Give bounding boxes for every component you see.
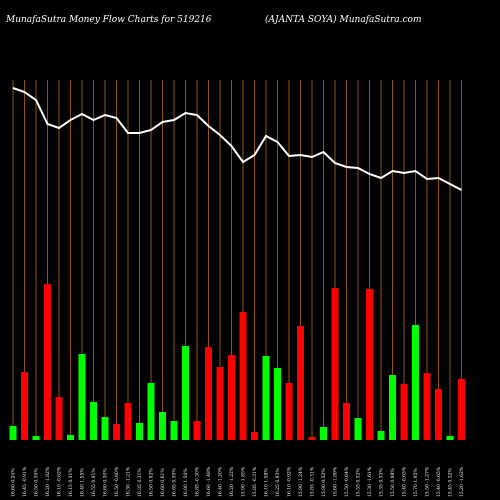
x-tick-label: 16.40 -1.20% <box>218 466 224 497</box>
bar <box>331 288 339 440</box>
bar <box>205 347 212 440</box>
bar <box>354 418 362 440</box>
x-tick-label: 16.20 -1.22% <box>229 466 235 497</box>
bar <box>90 402 97 440</box>
x-tick-label: 16.20 -1.82% <box>45 466 51 497</box>
bar <box>343 403 350 440</box>
x-tick-label: 16.85 -0.30% <box>195 466 201 497</box>
x-labels: 16.60 0.24% 16.45 -0.91% 16.50 0.30% 16.20 … <box>11 466 466 497</box>
x-tick-label: 16.10 -0.62% <box>57 466 63 497</box>
x-tick-label: 15.30 -1.61% <box>367 466 373 497</box>
bar <box>297 326 304 440</box>
x-tick-label: 16.10 1.58% <box>264 468 270 497</box>
bar <box>251 432 258 440</box>
bar <box>147 383 155 440</box>
bar <box>446 436 454 440</box>
bar <box>412 325 419 440</box>
bar <box>400 384 408 440</box>
x-tick-label: 15.85 -0.31% <box>252 466 258 497</box>
x-tick-label: 15.45 0.32% <box>448 468 454 497</box>
x-tick-label: 16.50 0.30% <box>34 468 40 497</box>
bar <box>262 356 270 440</box>
x-tick-label: 15.50 -0.64% <box>344 466 350 497</box>
x-tick-label: 15.55 0.32% <box>356 468 362 497</box>
bar <box>285 383 293 440</box>
bar <box>239 312 247 440</box>
x-tick-label: 15.90 -1.85% <box>241 466 247 497</box>
bars <box>9 284 465 440</box>
x-tick-label: 16.55 0.91% <box>91 468 97 497</box>
bar <box>320 427 327 440</box>
bar <box>435 389 442 440</box>
x-tick-label: 15.85 -0.31% <box>310 466 316 497</box>
chart-title: MunafaSutra Money Flow Charts for 519216 <box>5 15 212 25</box>
bar <box>193 421 201 440</box>
bar <box>228 355 235 440</box>
bar <box>170 421 178 440</box>
bar <box>458 379 465 440</box>
x-tick-label: 15.60 -1.89% <box>333 466 339 497</box>
bar <box>366 289 373 440</box>
x-tick-label: 16.25 0.93% <box>275 468 281 497</box>
bar <box>9 426 17 440</box>
x-tick-label: 16.35 0.31% <box>137 468 143 497</box>
bar <box>136 423 143 440</box>
bar <box>67 435 74 440</box>
x-tick-label: 15.40 -0.65% <box>436 466 442 497</box>
x-tick-label: 16.40 1.55% <box>80 468 86 497</box>
bar <box>32 436 40 440</box>
bar <box>159 412 166 440</box>
x-tick-label: 16.50 0.92% <box>149 468 155 497</box>
x-tick-label: 15.20 -1.62% <box>459 466 465 497</box>
bar <box>55 397 63 440</box>
x-tick-label: 15.90 -1.24% <box>298 466 304 497</box>
x-tick-label: 15.70 1.95% <box>413 468 419 497</box>
x-tick-label: 16.15 0.31% <box>68 468 74 497</box>
bar <box>216 367 224 440</box>
bar <box>78 354 86 440</box>
money-flow-line <box>12 87 462 191</box>
x-tick-label: 16.60 0.61% <box>160 468 166 497</box>
x-tick-label: 16.50 -0.60% <box>114 466 120 497</box>
bar <box>423 373 431 440</box>
bar <box>124 403 132 440</box>
bar <box>101 417 109 440</box>
bar <box>113 424 120 440</box>
x-tick-label: 16.45 -0.91% <box>22 466 28 497</box>
x-tick-label: 16.65 0.30% <box>172 468 178 497</box>
x-tick-label: 16.30 -1.21% <box>126 466 132 497</box>
bar <box>308 437 316 440</box>
x-tick-label: 15.50 -1.27% <box>425 466 431 497</box>
x-tick-label: 16.60 -1.48% <box>206 466 212 497</box>
bar <box>274 368 281 440</box>
x-tick-label: 15.35 0.33% <box>379 468 385 497</box>
bar <box>377 431 385 440</box>
bar <box>21 372 28 440</box>
x-tick-label: 15.50 0.98% <box>390 468 396 497</box>
x-tick-label: 16.10 -0.92% <box>287 466 293 497</box>
chart-subtitle: (AJANTA SOYA) MunafaSutra.com <box>265 14 422 25</box>
bar <box>182 346 189 440</box>
x-tick-label: 16.90 1.50% <box>183 468 189 497</box>
x-tick-label: 15.40 -0.65% <box>402 466 408 497</box>
bar <box>44 284 51 440</box>
bar <box>389 375 396 440</box>
x-tick-label: 16.60 0.24% <box>11 468 17 497</box>
x-tick-label: 15.90 0.32% <box>321 468 327 497</box>
x-tick-label: 16.60 0.30% <box>103 468 109 497</box>
